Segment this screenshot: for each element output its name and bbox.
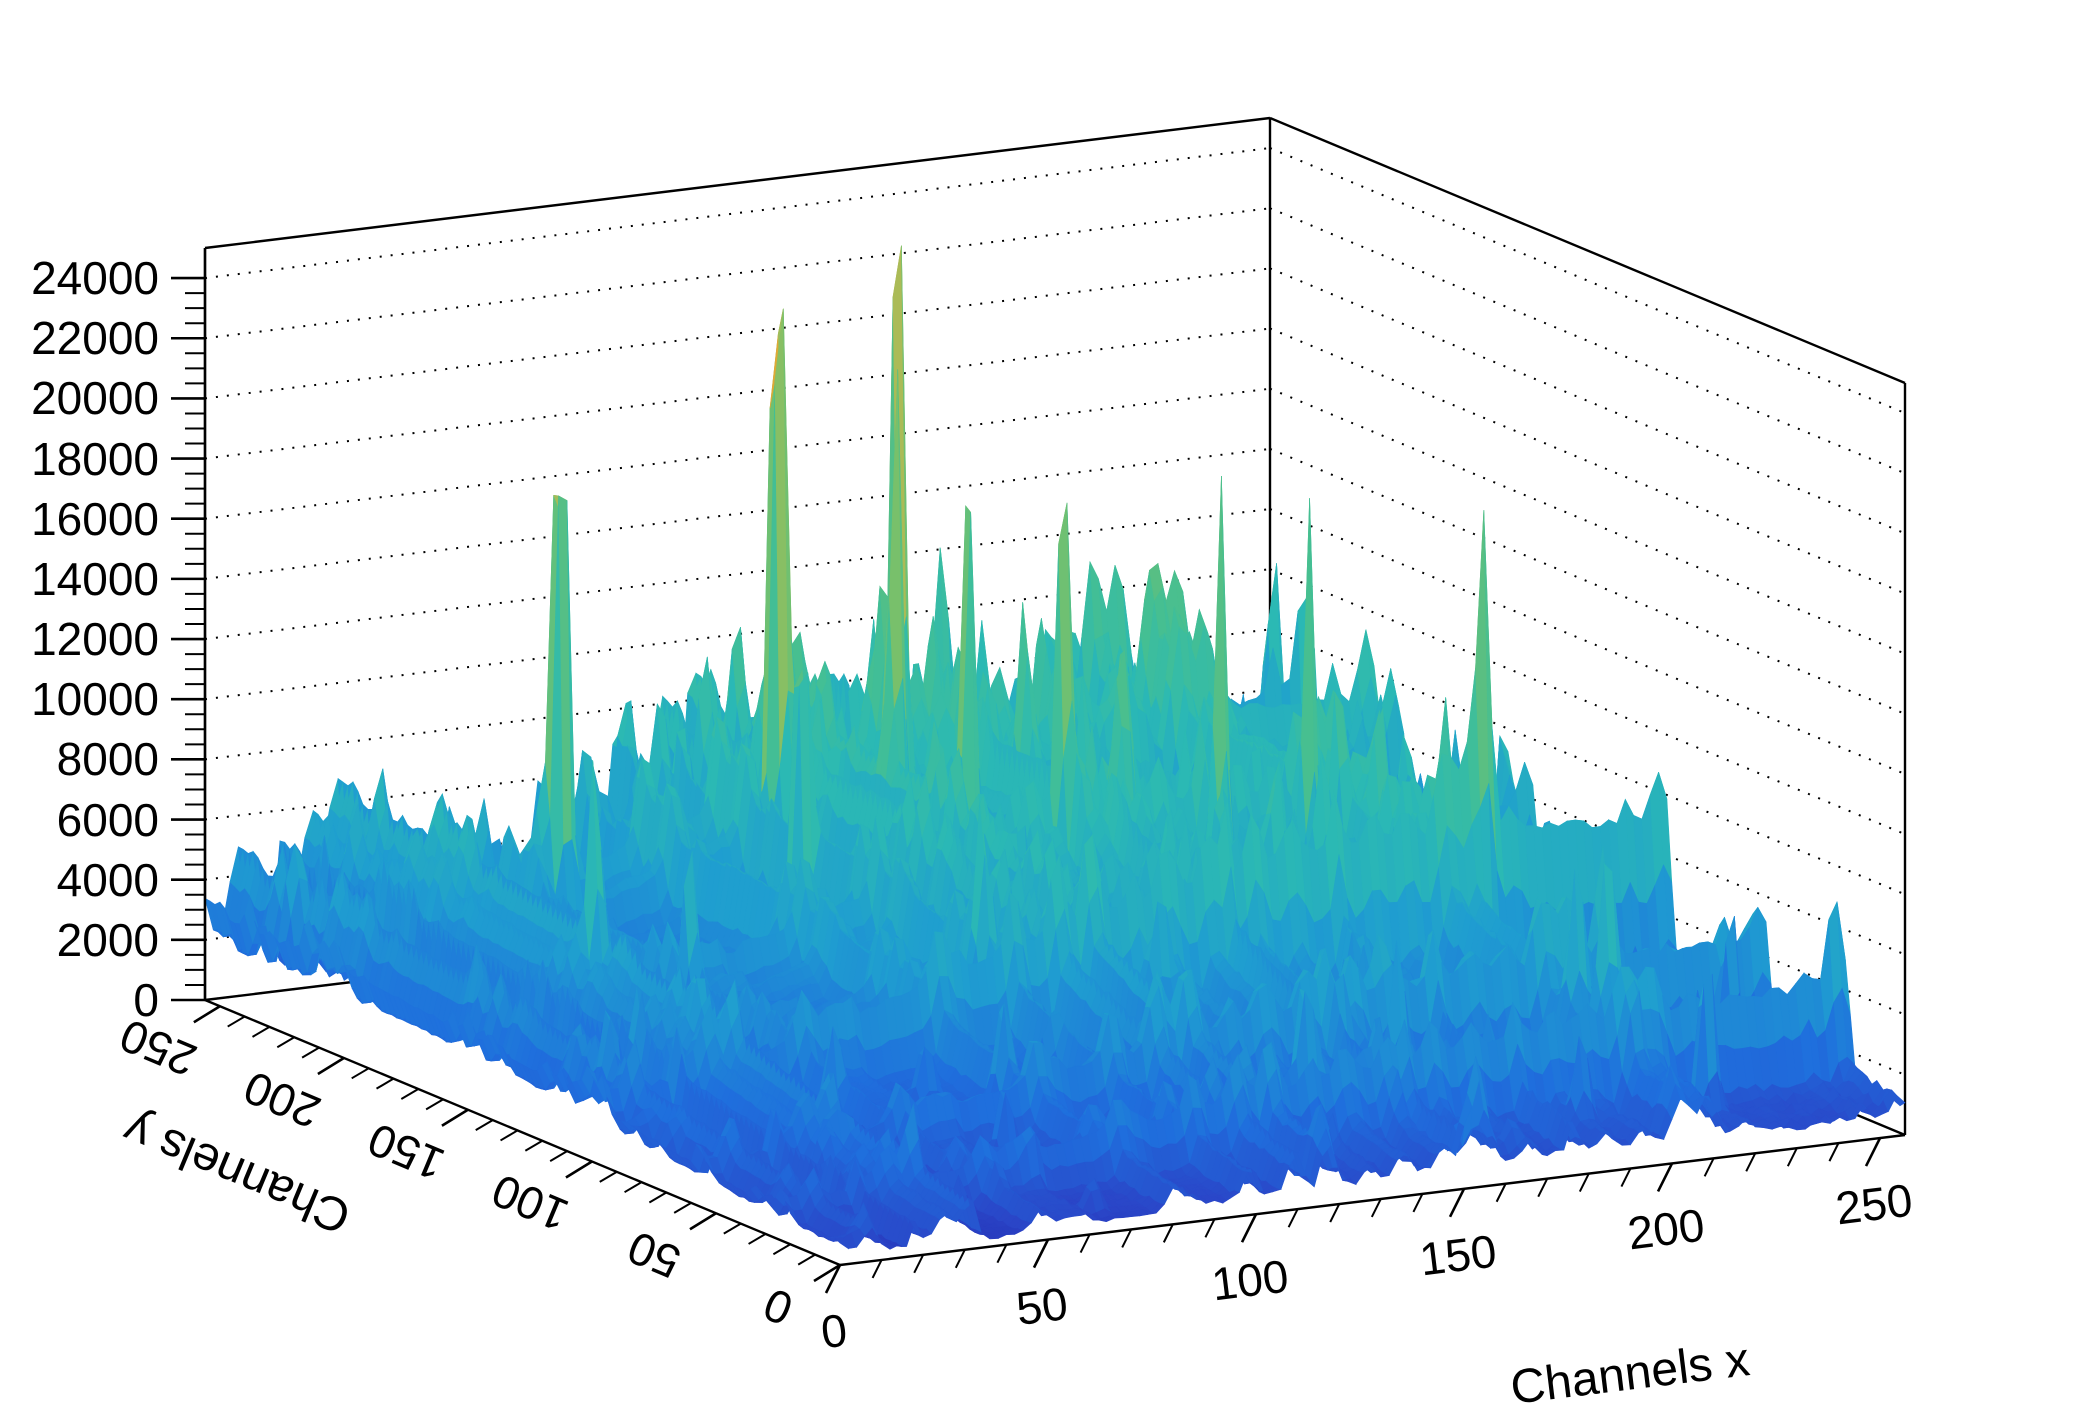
- z-tick-label: 16000: [31, 492, 159, 545]
- z-tick-label: 20000: [31, 372, 159, 425]
- x-tick-label: 50: [1013, 1276, 1071, 1335]
- z-tick-label: 4000: [56, 853, 159, 906]
- z-tick-label: 2000: [56, 913, 159, 966]
- z-tick-label: 6000: [56, 793, 159, 846]
- z-tick-label: 22000: [31, 312, 159, 365]
- z-tick-label: 24000: [31, 252, 159, 305]
- x-tick-label: 250: [1832, 1173, 1916, 1235]
- x-tick-label: 150: [1416, 1224, 1500, 1286]
- z-tick-label: 14000: [31, 552, 159, 605]
- z-tick-label: 12000: [31, 613, 159, 666]
- z-tick-label: 10000: [31, 673, 159, 726]
- axis-ticks: [171, 276, 1882, 1294]
- x-tick-label: 100: [1208, 1249, 1292, 1311]
- z-tick-label: 18000: [31, 432, 159, 485]
- surface-mesh: [204, 245, 1906, 1250]
- z-tick-label: 0: [133, 974, 159, 1026]
- z-tick-label: 8000: [56, 733, 159, 786]
- x-tick-label: 200: [1624, 1198, 1708, 1260]
